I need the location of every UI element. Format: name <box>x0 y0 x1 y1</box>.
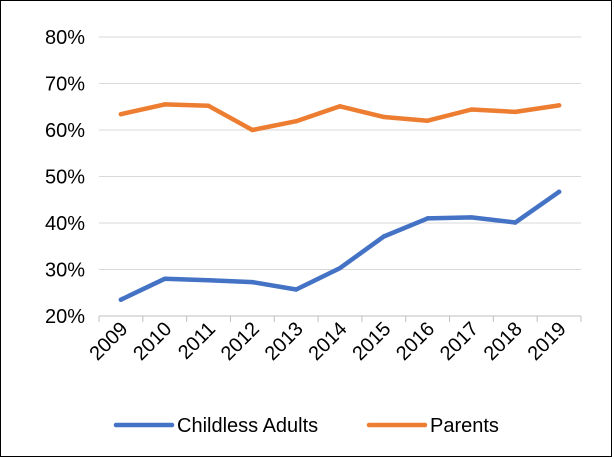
data-point <box>206 103 211 109</box>
legend-label: Parents <box>430 415 499 437</box>
y-tick-label: 30% <box>45 260 85 282</box>
x-tick-label: 2019 <box>524 318 571 365</box>
legend: Childless Adults Parents <box>113 415 499 437</box>
data-point <box>425 216 430 221</box>
y-tick-label: 50% <box>45 167 85 189</box>
series-lines <box>118 102 562 302</box>
x-tick-label: 2010 <box>129 318 176 365</box>
data-point <box>162 102 167 107</box>
x-tick-label: 2012 <box>217 318 264 365</box>
x-tick-label: 2009 <box>85 318 132 365</box>
y-tick-label: 70% <box>45 74 85 96</box>
x-axis-ticks: 2009201020112012201320142015201620172018… <box>85 318 570 365</box>
x-tick-label: 2018 <box>480 318 527 365</box>
y-axis-ticks: 20% 30% 40% 50% 60% 70% 80% <box>45 27 85 328</box>
data-point <box>250 279 255 285</box>
data-point <box>206 277 211 283</box>
data-point <box>556 189 562 195</box>
data-point <box>381 234 387 239</box>
data-point <box>381 114 387 120</box>
x-tick-label: 2014 <box>305 318 352 365</box>
data-point <box>162 276 167 281</box>
data-point <box>337 265 343 271</box>
data-point <box>513 109 518 115</box>
data-point <box>469 107 474 112</box>
x-axis <box>98 315 582 322</box>
data-point <box>337 104 343 109</box>
data-point <box>118 297 124 302</box>
x-tick-label: 2017 <box>436 318 483 365</box>
y-tick-label: 40% <box>45 213 85 235</box>
data-point <box>118 111 124 117</box>
y-tick-label: 20% <box>45 306 85 328</box>
series-line-0 <box>118 189 562 302</box>
data-point <box>293 118 299 124</box>
data-point <box>293 287 299 292</box>
data-point <box>556 103 562 108</box>
data-point <box>250 127 255 133</box>
x-tick-label: 2016 <box>392 318 439 365</box>
data-point <box>469 215 474 220</box>
legend-label: Childless Adults <box>177 415 318 437</box>
data-point <box>425 118 430 123</box>
x-tick-label: 2015 <box>348 318 395 365</box>
x-tick-label: 2013 <box>261 318 308 365</box>
x-tick-label: 2011 <box>174 318 220 364</box>
data-point <box>513 220 518 225</box>
y-tick-label: 60% <box>45 120 85 142</box>
y-tick-label: 80% <box>45 27 85 49</box>
gridlines <box>99 36 581 270</box>
